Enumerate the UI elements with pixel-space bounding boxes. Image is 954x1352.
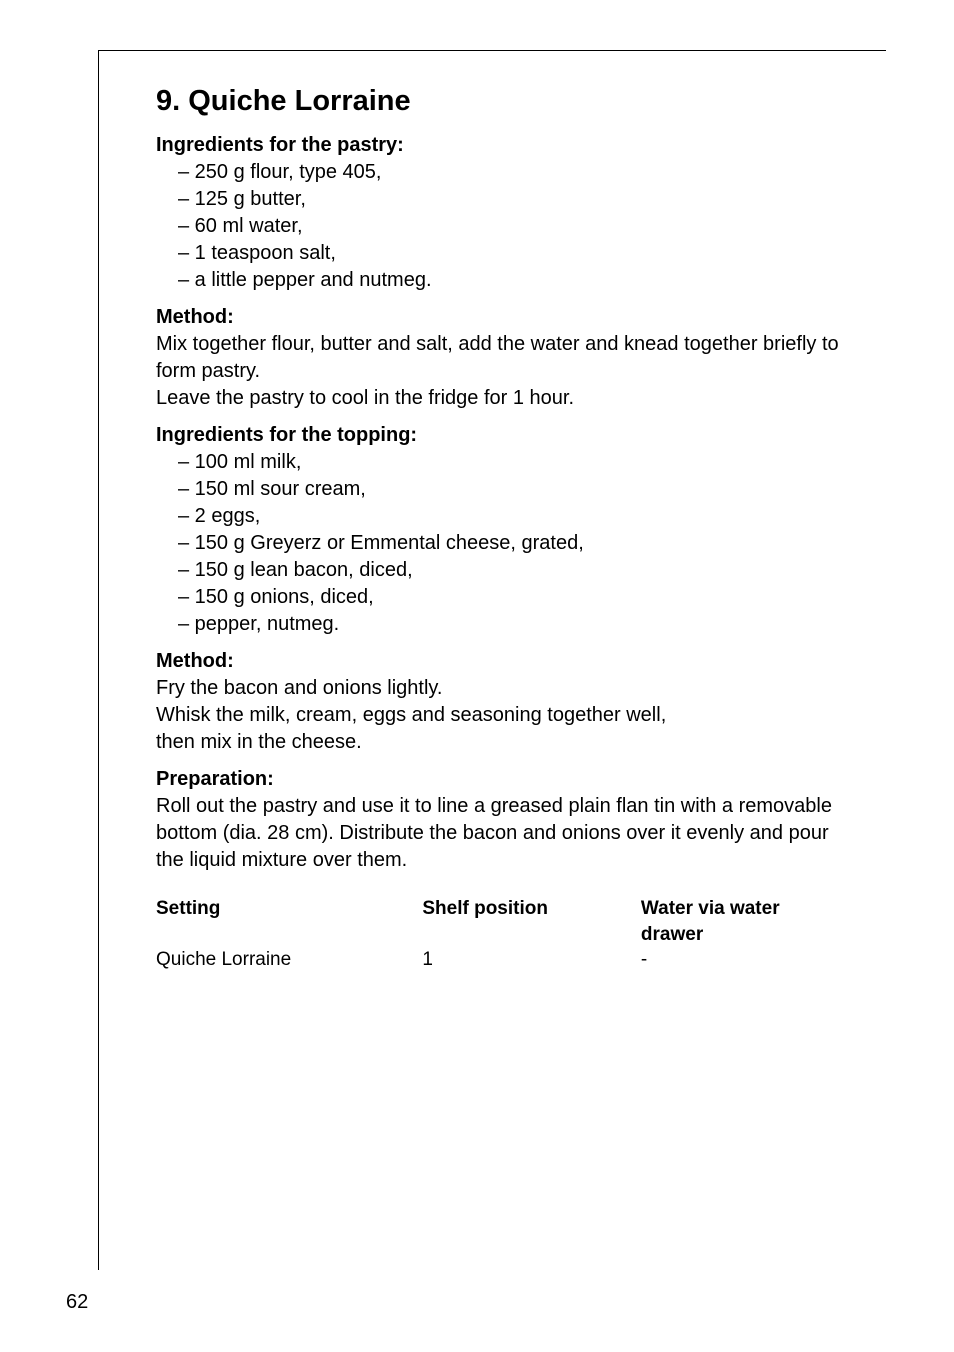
list-item: – 60 ml water, [178, 213, 839, 240]
recipe-title: 9. Quiche Lorraine [156, 85, 839, 118]
header-setting: Setting [156, 896, 422, 947]
prep-text: Roll out the pastry and use it to line a… [156, 793, 839, 874]
method-text: Mix together flour, butter and salt, add… [156, 331, 839, 385]
list-item: – 1 teaspoon salt, [178, 240, 839, 267]
table-header-row: Setting Shelf position Water via water d… [156, 896, 839, 947]
list-item: – 125 g butter, [178, 186, 839, 213]
list-item: – 100 ml milk, [178, 449, 839, 476]
list-item: – 150 g onions, diced, [178, 584, 839, 611]
method-text: then mix in the cheese. [156, 729, 839, 756]
method-heading: Method: [156, 306, 839, 329]
pastry-ingredients: Ingredients for the pastry: – 250 g flou… [156, 134, 839, 294]
method-heading: Method: [156, 650, 839, 673]
settings-table: Setting Shelf position Water via water d… [156, 896, 839, 973]
preparation: Preparation: Roll out the pastry and use… [156, 768, 839, 874]
method-two: Method: Fry the bacon and onions lightly… [156, 650, 839, 756]
list-item: – pepper, nutmeg. [178, 611, 839, 638]
topping-heading: Ingredients for the topping: [156, 424, 839, 447]
pastry-heading: Ingredients for the pastry: [156, 134, 839, 157]
list-item: – a little pepper and nutmeg. [178, 267, 839, 294]
recipe-content: 9. Quiche Lorraine Ingredients for the p… [156, 85, 839, 973]
method-one: Method: Mix together flour, butter and s… [156, 306, 839, 412]
list-item: – 150 g lean bacon, diced, [178, 557, 839, 584]
topping-ingredients: Ingredients for the topping: – 100 ml mi… [156, 424, 839, 638]
list-item: – 150 g Greyerz or Emmental cheese, grat… [178, 530, 839, 557]
topping-list: – 100 ml milk, – 150 ml sour cream, – 2 … [156, 449, 839, 638]
list-item: – 150 ml sour cream, [178, 476, 839, 503]
method-text: Leave the pastry to cool in the fridge f… [156, 385, 839, 412]
method-text: Whisk the milk, cream, eggs and seasonin… [156, 702, 839, 729]
table-row: Quiche Lorraine 1 - [156, 947, 839, 973]
pastry-list: – 250 g flour, type 405, – 125 g butter,… [156, 159, 839, 294]
prep-heading: Preparation: [156, 768, 839, 791]
header-shelf: Shelf position [422, 896, 641, 947]
cell-setting: Quiche Lorraine [156, 947, 422, 973]
cell-shelf: 1 [422, 947, 641, 973]
header-water: Water via water drawer [641, 896, 839, 947]
page-number: 62 [66, 1291, 88, 1314]
list-item: – 250 g flour, type 405, [178, 159, 839, 186]
method-text: Fry the bacon and onions lightly. [156, 675, 839, 702]
cell-water: - [641, 947, 839, 973]
list-item: – 2 eggs, [178, 503, 839, 530]
